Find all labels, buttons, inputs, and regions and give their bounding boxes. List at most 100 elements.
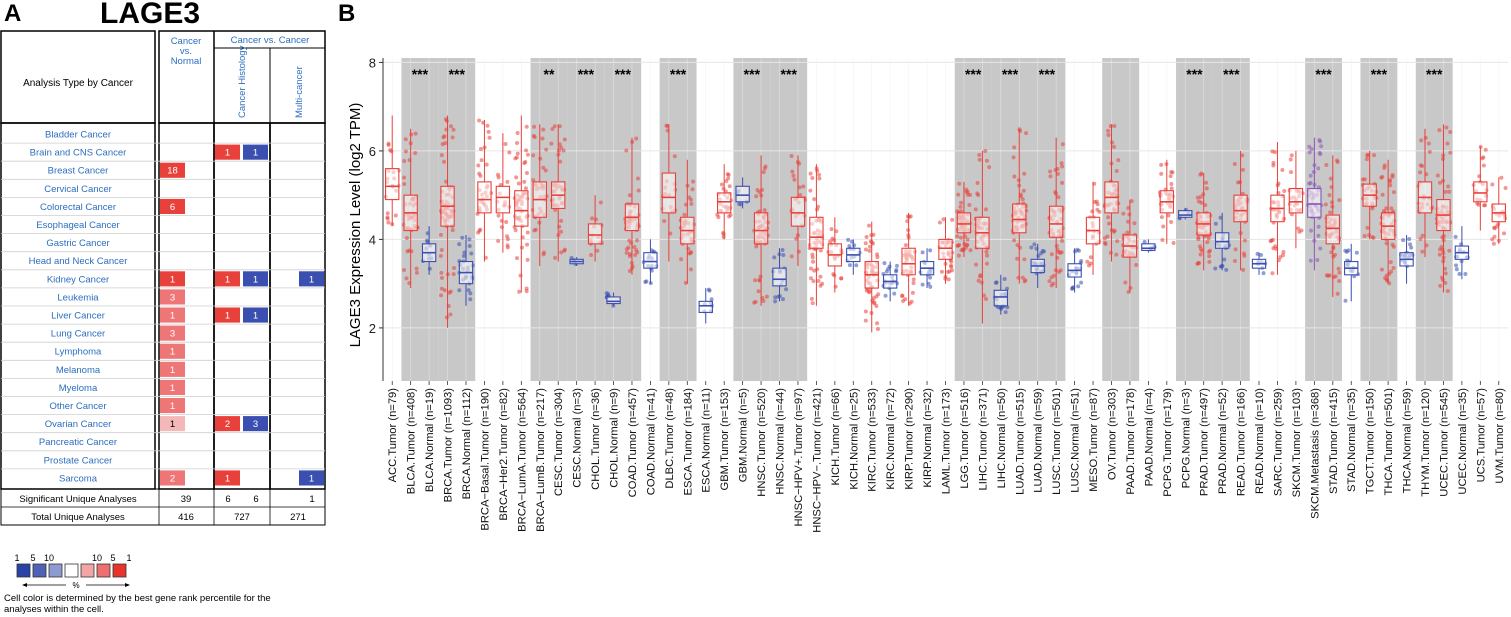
sample-point: [451, 127, 456, 132]
sample-point: [444, 118, 449, 123]
sample-point: [810, 255, 815, 260]
x-tick-label: KIRC.Tumor (n=533): [867, 388, 879, 492]
x-tick-label: PCPG.Tumor (n=179): [1162, 388, 1174, 497]
heat-cell-value: 2: [170, 473, 175, 484]
sample-point: [993, 280, 998, 285]
sample-point: [522, 161, 527, 166]
sample-point: [1391, 190, 1396, 195]
sample-point: [1198, 172, 1203, 177]
heat-cell-value: 1: [253, 311, 258, 322]
sample-point: [1454, 263, 1459, 268]
heat-cell-value: 6: [170, 202, 175, 213]
sample-point: [1318, 246, 1323, 251]
sample-point: [764, 294, 769, 299]
sample-point: [496, 239, 501, 244]
sample-point: [1108, 250, 1113, 255]
sample-point: [957, 181, 962, 186]
sample-point: [820, 281, 825, 286]
x-tick-label: BRCA−LumB.Tumor (n=217): [535, 388, 547, 532]
sample-point: [1372, 153, 1377, 158]
cancer-type-label: Cervical Cancer: [44, 184, 112, 195]
legend-swatch: [48, 563, 63, 578]
sample-point: [1218, 215, 1223, 220]
sample-point: [752, 300, 757, 305]
sample-point: [1243, 238, 1248, 243]
sample-point: [983, 148, 988, 153]
cancer-type-label: Ovarian Cancer: [45, 419, 112, 430]
legend-swatch: [96, 563, 111, 578]
legend-value: 1: [126, 554, 131, 563]
sample-point: [1060, 164, 1065, 169]
sample-point: [1483, 203, 1488, 208]
significance-stars: ***: [412, 66, 429, 82]
sample-point: [815, 207, 820, 212]
x-tick-label: LUAD.Normal (n=59): [1033, 388, 1045, 493]
sample-point: [1021, 188, 1026, 193]
heat-cell: [160, 307, 185, 323]
sample-point: [812, 197, 817, 202]
sample-point: [514, 175, 519, 180]
box: [606, 296, 621, 305]
sample-point: [1018, 129, 1023, 134]
sample-point: [911, 277, 916, 282]
sample-point: [543, 168, 548, 173]
x-tick-label: CESC.Normal (n=3): [572, 388, 584, 488]
sample-point: [1319, 144, 1324, 149]
analysis-type-header: Analysis Type by Cancer: [23, 78, 134, 89]
sample-point: [968, 248, 973, 253]
sample-point: [1200, 248, 1205, 253]
sample-point: [781, 253, 786, 258]
sample-point: [1448, 150, 1453, 155]
box: [661, 172, 677, 214]
sample-point: [1015, 243, 1020, 248]
y-tick-label: 6: [369, 144, 376, 159]
x-tick-label: LIHC.Tumor (n=371): [977, 388, 989, 491]
legend-swatch: [32, 563, 47, 578]
sample-point: [1121, 211, 1126, 216]
sample-point: [939, 269, 944, 274]
sample-point: [1420, 164, 1425, 169]
sample-point: [1040, 248, 1045, 253]
box: [1307, 187, 1322, 218]
x-tick-label: THYM.Tumor (n=120): [1420, 388, 1432, 497]
sample-point: [1492, 234, 1497, 239]
heat-cell-value: 1: [253, 274, 258, 285]
sample-point: [518, 273, 523, 278]
sample-point: [496, 175, 501, 180]
sample-point: [1060, 180, 1065, 185]
x-tick-label: LUAD.Tumor (n=515): [1014, 388, 1026, 495]
sample-point: [790, 169, 795, 174]
sample-point: [1241, 251, 1246, 256]
sample-point: [1435, 173, 1440, 178]
sample-point: [540, 136, 545, 141]
box: [1012, 203, 1027, 234]
sample-point: [739, 202, 744, 207]
sample-point: [1012, 145, 1017, 150]
sample-point: [1196, 235, 1201, 240]
sample-point: [503, 142, 508, 147]
box: [809, 216, 824, 249]
box: [938, 238, 953, 260]
sample-point: [407, 248, 412, 253]
heat-cell-value: 1: [170, 401, 175, 412]
sample-point: [1233, 247, 1238, 252]
sample-point: [1491, 241, 1496, 246]
sample-point: [635, 238, 640, 243]
sample-point: [1076, 284, 1081, 289]
sample-point: [1051, 281, 1056, 286]
sample-point: [562, 247, 567, 252]
sample-point: [1105, 234, 1110, 239]
sample-point: [523, 186, 528, 191]
sample-point: [958, 204, 963, 209]
sample-point: [1111, 144, 1116, 149]
sample-point: [550, 127, 555, 132]
sample-point: [883, 293, 888, 298]
sample-point: [1106, 215, 1111, 220]
sample-point: [1023, 278, 1028, 283]
significance-stars: ***: [1223, 66, 1240, 82]
sample-point: [1280, 167, 1285, 172]
significant-analyses-value: 6: [225, 494, 230, 505]
sample-point: [874, 294, 879, 299]
sample-point: [949, 259, 954, 264]
sample-point: [1309, 147, 1314, 152]
